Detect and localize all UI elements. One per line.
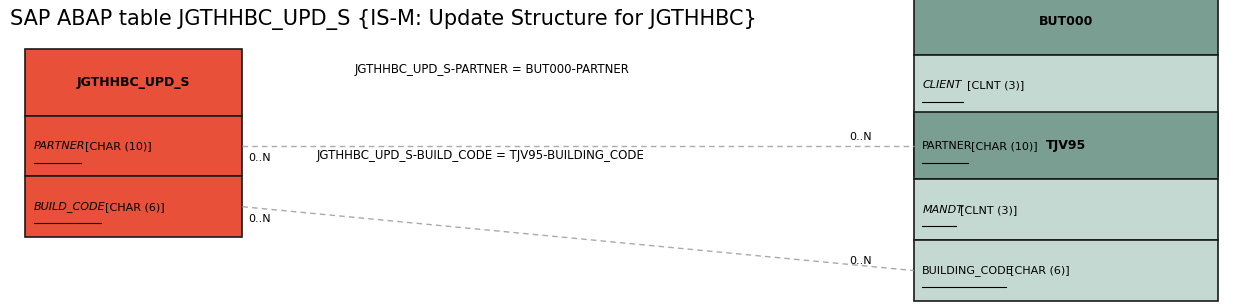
Text: MANDT: MANDT bbox=[922, 205, 963, 215]
Text: JGTHHBC_UPD_S-BUILD_CODE = TJV95-BUILDING_CODE: JGTHHBC_UPD_S-BUILD_CODE = TJV95-BUILDIN… bbox=[317, 149, 645, 161]
Text: SAP ABAP table JGTHHBC_UPD_S {IS-M: Update Structure for JGTHHBC}: SAP ABAP table JGTHHBC_UPD_S {IS-M: Upda… bbox=[10, 9, 757, 30]
Bar bbox=[914, 0, 1218, 55]
Text: 0..N: 0..N bbox=[849, 257, 871, 266]
Text: 0..N: 0..N bbox=[849, 132, 871, 142]
Text: PARTNER: PARTNER bbox=[34, 141, 85, 151]
Text: 0..N: 0..N bbox=[249, 214, 271, 224]
Text: 0..N: 0..N bbox=[249, 153, 271, 163]
Text: BUILD_CODE: BUILD_CODE bbox=[34, 201, 106, 212]
Bar bbox=[914, 179, 1218, 240]
Text: [CHAR (10)]: [CHAR (10)] bbox=[85, 141, 152, 151]
Text: [CHAR (6)]: [CHAR (6)] bbox=[1011, 266, 1070, 275]
Text: [CLNT (3)]: [CLNT (3)] bbox=[960, 205, 1017, 215]
Bar bbox=[25, 49, 242, 116]
Text: BUILDING_CODE: BUILDING_CODE bbox=[922, 265, 1014, 276]
Text: CLIENT: CLIENT bbox=[922, 80, 962, 90]
Bar bbox=[914, 240, 1218, 301]
Text: TJV95: TJV95 bbox=[1045, 140, 1086, 152]
Bar bbox=[914, 116, 1218, 176]
Text: [CLNT (3)]: [CLNT (3)] bbox=[967, 80, 1024, 90]
Text: JGTHHBC_UPD_S-PARTNER = BUT000-PARTNER: JGTHHBC_UPD_S-PARTNER = BUT000-PARTNER bbox=[354, 64, 629, 76]
Text: JGTHHBC_UPD_S: JGTHHBC_UPD_S bbox=[77, 76, 190, 88]
Text: [CHAR (6)]: [CHAR (6)] bbox=[106, 202, 165, 212]
Bar bbox=[914, 112, 1218, 179]
Bar bbox=[914, 55, 1218, 116]
Text: BUT000: BUT000 bbox=[1039, 15, 1093, 28]
Text: PARTNER: PARTNER bbox=[922, 141, 973, 151]
Bar bbox=[25, 116, 242, 176]
Bar bbox=[25, 176, 242, 237]
Text: [CHAR (10)]: [CHAR (10)] bbox=[971, 141, 1038, 151]
